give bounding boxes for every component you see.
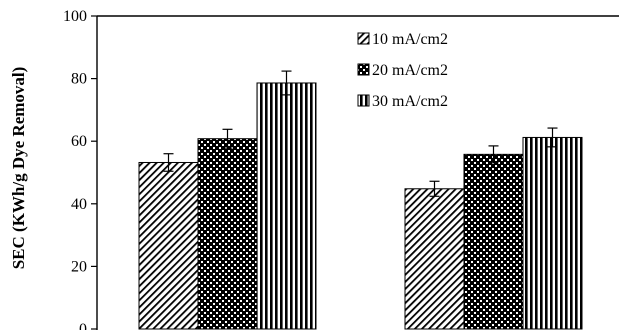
legend-swatch	[357, 94, 370, 107]
y-axis: 0 20 40 60 80 100	[63, 8, 97, 330]
legend: 10 mA/cm2 20 mA/cm2 30 mA/cm2	[357, 31, 448, 110]
legend-label: 10 mA/cm2	[372, 31, 448, 48]
legend-label: 30 mA/cm2	[372, 93, 448, 110]
legend-swatch	[357, 32, 370, 45]
y-axis-title: SEC (KWh/g Dye Removal)	[9, 67, 28, 270]
bar	[463, 153, 524, 330]
y-tick-label: 100	[63, 8, 87, 25]
y-tick-label: 80	[71, 71, 87, 88]
y-tick-label: 20	[71, 258, 87, 275]
y-tick-label: 60	[71, 133, 87, 150]
bar	[256, 82, 317, 330]
bar	[404, 188, 465, 330]
y-tick-label: 40	[71, 196, 87, 213]
bars-group	[138, 82, 583, 330]
error-bars-group	[163, 70, 558, 197]
legend-label: 20 mA/cm2	[372, 62, 448, 79]
bar	[197, 138, 258, 330]
bar	[138, 161, 199, 330]
y-tick-label: 0	[79, 321, 87, 330]
legend-swatch	[357, 63, 370, 76]
bar	[522, 136, 583, 330]
